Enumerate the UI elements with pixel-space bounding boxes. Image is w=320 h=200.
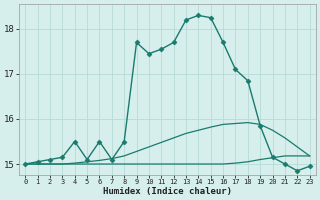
X-axis label: Humidex (Indice chaleur): Humidex (Indice chaleur) — [103, 187, 232, 196]
